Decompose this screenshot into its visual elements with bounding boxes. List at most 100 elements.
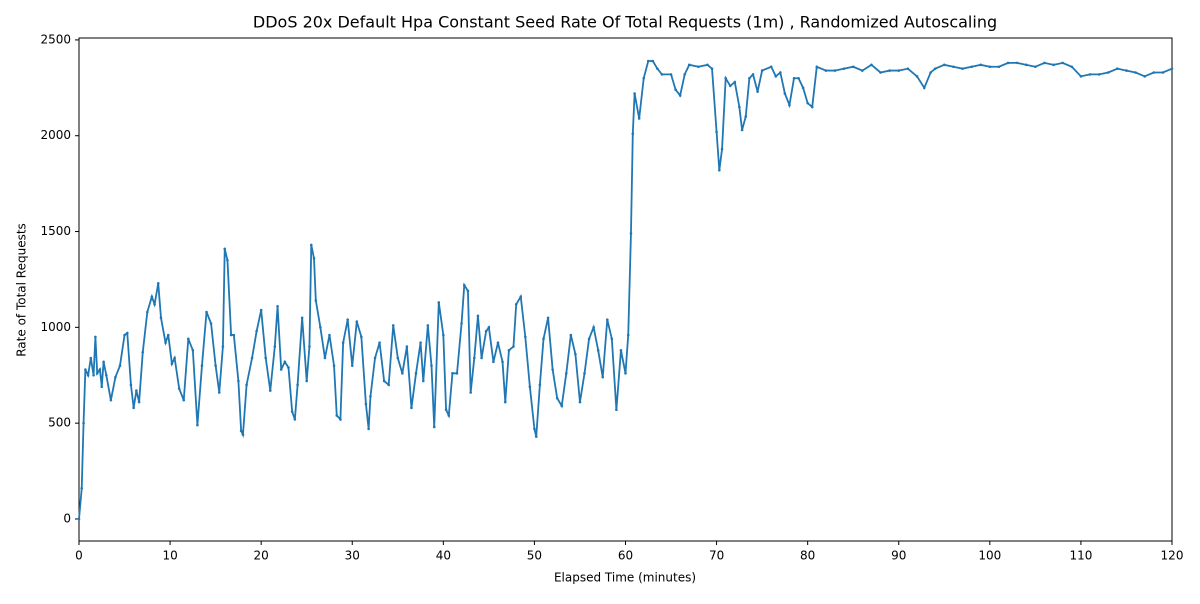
- point: [159, 316, 163, 320]
- point: [915, 75, 919, 78]
- point: [200, 364, 204, 367]
- point: [1125, 69, 1128, 72]
- point: [129, 383, 133, 387]
- point: [660, 73, 664, 76]
- point: [323, 356, 327, 360]
- point: [815, 65, 819, 69]
- point: [861, 69, 864, 72]
- point: [797, 76, 800, 80]
- point: [646, 59, 650, 63]
- point: [226, 258, 229, 262]
- point: [187, 337, 190, 341]
- x-axis-label: Elapsed Time (minutes): [554, 571, 696, 585]
- x-tick-label: 0: [75, 549, 83, 563]
- point: [279, 368, 283, 371]
- point: [1079, 75, 1083, 78]
- point: [170, 362, 174, 366]
- point: [574, 352, 577, 356]
- point: [100, 385, 104, 389]
- point: [114, 375, 117, 379]
- point: [718, 168, 721, 172]
- point: [1043, 61, 1046, 65]
- point: [1116, 67, 1119, 70]
- point: [744, 115, 748, 118]
- point: [738, 105, 741, 109]
- point: [123, 333, 126, 337]
- point: [391, 324, 395, 327]
- point: [1070, 65, 1074, 69]
- point: [312, 257, 316, 260]
- point: [492, 360, 495, 364]
- point: [339, 418, 342, 421]
- point: [237, 379, 240, 383]
- point: [166, 333, 170, 337]
- point: [769, 65, 773, 69]
- point: [546, 316, 550, 320]
- y-tick-label: 500: [48, 416, 71, 430]
- point: [332, 364, 336, 367]
- point: [669, 73, 673, 76]
- point: [369, 395, 372, 398]
- point: [724, 76, 727, 80]
- point: [86, 373, 90, 377]
- point: [842, 67, 846, 70]
- point: [125, 331, 129, 335]
- point: [239, 429, 243, 433]
- point: [451, 372, 454, 375]
- point: [569, 333, 573, 337]
- point: [455, 372, 459, 375]
- point: [382, 379, 386, 383]
- point: [346, 318, 349, 321]
- point: [710, 67, 714, 70]
- point: [583, 372, 586, 375]
- point: [633, 92, 636, 95]
- point: [153, 303, 156, 306]
- x-tick-label: 10: [162, 549, 177, 563]
- point: [715, 130, 718, 134]
- point: [922, 86, 926, 90]
- point: [774, 75, 778, 78]
- point: [740, 128, 744, 132]
- point: [631, 132, 635, 136]
- point: [447, 414, 451, 417]
- point: [255, 329, 258, 333]
- x-tick-label: 70: [709, 549, 724, 563]
- x-tick-label: 90: [891, 549, 906, 563]
- point: [810, 105, 814, 109]
- point: [396, 356, 400, 360]
- point: [432, 425, 436, 429]
- point: [89, 356, 93, 360]
- point: [824, 69, 828, 72]
- point: [851, 65, 855, 69]
- point: [84, 368, 87, 371]
- point: [156, 281, 160, 285]
- point: [779, 71, 782, 74]
- point: [437, 301, 441, 304]
- point: [98, 368, 102, 371]
- point: [276, 304, 279, 308]
- point: [419, 341, 422, 344]
- point: [1134, 71, 1137, 74]
- point: [135, 389, 138, 392]
- point: [92, 373, 95, 377]
- point: [205, 310, 208, 314]
- point: [678, 94, 682, 97]
- point: [637, 117, 641, 120]
- point: [387, 383, 390, 387]
- point: [466, 289, 470, 293]
- point: [250, 356, 254, 360]
- point: [519, 295, 523, 298]
- point: [290, 410, 294, 413]
- x-tick-label: 20: [254, 549, 269, 563]
- point: [619, 349, 623, 352]
- point: [177, 387, 181, 390]
- point: [109, 398, 113, 402]
- point: [95, 372, 99, 375]
- point: [792, 76, 796, 80]
- point: [788, 103, 791, 107]
- point: [319, 326, 322, 329]
- x-tick-label: 60: [618, 549, 633, 563]
- point: [610, 337, 614, 341]
- point: [308, 345, 311, 348]
- point: [480, 356, 483, 360]
